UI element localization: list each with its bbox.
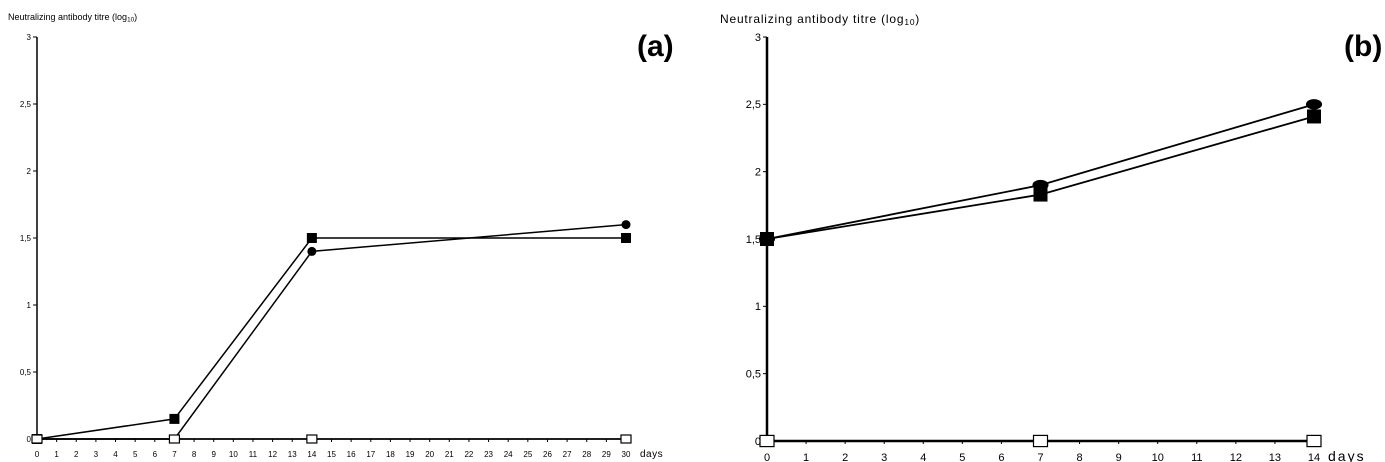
y-tick-label: 3	[27, 33, 32, 42]
data-point	[307, 246, 317, 256]
data-point	[760, 232, 774, 246]
x-tick-label: 8	[192, 450, 197, 459]
data-point	[621, 233, 631, 243]
x-tick-label: 24	[504, 450, 513, 459]
y-axis-label: Neutralizing antibody titre (log10)	[8, 12, 138, 24]
x-tick-label: 10	[229, 450, 238, 459]
chart-a-plot: 00,511,522,530 1 2 3 4 5 6 7 8 9 10 11 12 13 14 15 16 17 1…	[20, 33, 663, 460]
data-point	[759, 434, 775, 448]
data-point	[306, 233, 317, 243]
x-tick-label: 8	[1077, 452, 1083, 462]
chart-b-plot: 00,511,522,530 1 2 3 4 5 6 7 8 9 10 11 12 13 14 days	[746, 32, 1366, 462]
x-tick-label: 14	[307, 450, 316, 459]
x-tick-label: 7	[1037, 452, 1043, 462]
x-tick-label: 29	[602, 450, 611, 459]
x-tick-label: 4	[920, 452, 926, 462]
y-tick-label: 2,5	[746, 99, 761, 111]
y-tick-label: 3	[755, 32, 761, 44]
x-tick-label: 16	[347, 450, 356, 459]
x-tick-label: 0	[35, 450, 40, 459]
x-tick-label: 12	[1230, 452, 1242, 462]
y-tick-label: 2,5	[20, 100, 32, 109]
y-tick-label: 2	[27, 167, 32, 176]
data-point	[31, 434, 43, 444]
x-tick-label: 1	[54, 450, 59, 459]
x-tick-label: 2	[842, 452, 848, 462]
y-tick-label: 1	[755, 301, 761, 313]
data-point	[306, 434, 318, 444]
chart-panel-a: Neutralizing antibody titre (log10) (a) …	[0, 0, 690, 462]
y-tick-label: 2	[755, 167, 761, 179]
x-tick-label: 2	[74, 450, 79, 459]
y-tick-label: 0	[27, 435, 32, 444]
y-tick-label: 1,5	[746, 234, 761, 246]
x-tick-label: 14	[1308, 452, 1320, 462]
x-tick-label: 11	[1191, 452, 1202, 462]
x-tick-label: 30	[622, 450, 631, 459]
y-tick-label: 1,5	[20, 234, 32, 243]
x-tick-label: 28	[582, 450, 591, 459]
x-tick-label: 21	[445, 450, 454, 459]
data-point	[1305, 99, 1323, 110]
x-tick-label: 12	[268, 450, 277, 459]
x-axis-label: days	[640, 449, 663, 460]
x-tick-label: 5	[959, 452, 965, 462]
x-tick-label: 9	[1116, 452, 1122, 462]
x-tick-label: 19	[406, 450, 415, 459]
x-tick-label: 4	[113, 450, 118, 459]
x-tick-label: 3	[94, 450, 99, 459]
data-point	[168, 434, 181, 444]
series-line	[766, 103, 1315, 240]
series-line	[766, 115, 1315, 240]
x-tick-label: 0	[764, 452, 770, 462]
x-tick-label: 5	[133, 450, 138, 459]
x-tick-label: 15	[327, 450, 336, 459]
data-point	[1033, 187, 1048, 202]
panel-label: (b)	[1344, 30, 1383, 63]
data-point	[1307, 109, 1321, 124]
panel-label: (a)	[637, 30, 674, 63]
x-tick-label: 6	[998, 452, 1004, 462]
x-tick-label: 26	[543, 450, 552, 459]
x-tick-label: 3	[881, 452, 887, 462]
y-axis-label: Neutralizing antibody titre (log10)	[720, 12, 921, 28]
chart-panel-b: Neutralizing antibody titre (log10) (b) …	[700, 0, 1385, 462]
x-tick-label: 17	[366, 450, 375, 459]
y-tick-label: 0,5	[20, 368, 32, 377]
x-tick-label: 9	[211, 450, 216, 459]
series-line	[37, 223, 627, 440]
y-tick-label: 0	[755, 436, 761, 448]
x-tick-label: 7	[172, 450, 177, 459]
y-tick-label: 0,5	[746, 369, 761, 381]
x-tick-label: 13	[288, 450, 297, 459]
data-point	[621, 220, 631, 230]
x-tick-label: 6	[153, 450, 158, 459]
x-tick-label: 11	[249, 450, 258, 459]
x-axis-label: days	[1328, 448, 1366, 462]
x-tick-label: 1	[803, 452, 809, 462]
x-tick-label: 23	[484, 450, 493, 459]
data-point	[169, 413, 180, 424]
x-tick-label: 25	[523, 450, 532, 459]
data-point	[1306, 434, 1322, 448]
series-line	[36, 237, 626, 440]
x-tick-label: 13	[1269, 452, 1281, 462]
data-point	[1032, 434, 1049, 448]
y-tick-label: 1	[27, 301, 32, 310]
x-tick-label: 18	[386, 450, 395, 459]
x-tick-label: 22	[464, 450, 473, 459]
data-point	[620, 434, 632, 444]
x-tick-label: 20	[425, 450, 434, 459]
x-tick-label: 10	[1152, 452, 1164, 462]
x-tick-label: 27	[563, 450, 572, 459]
